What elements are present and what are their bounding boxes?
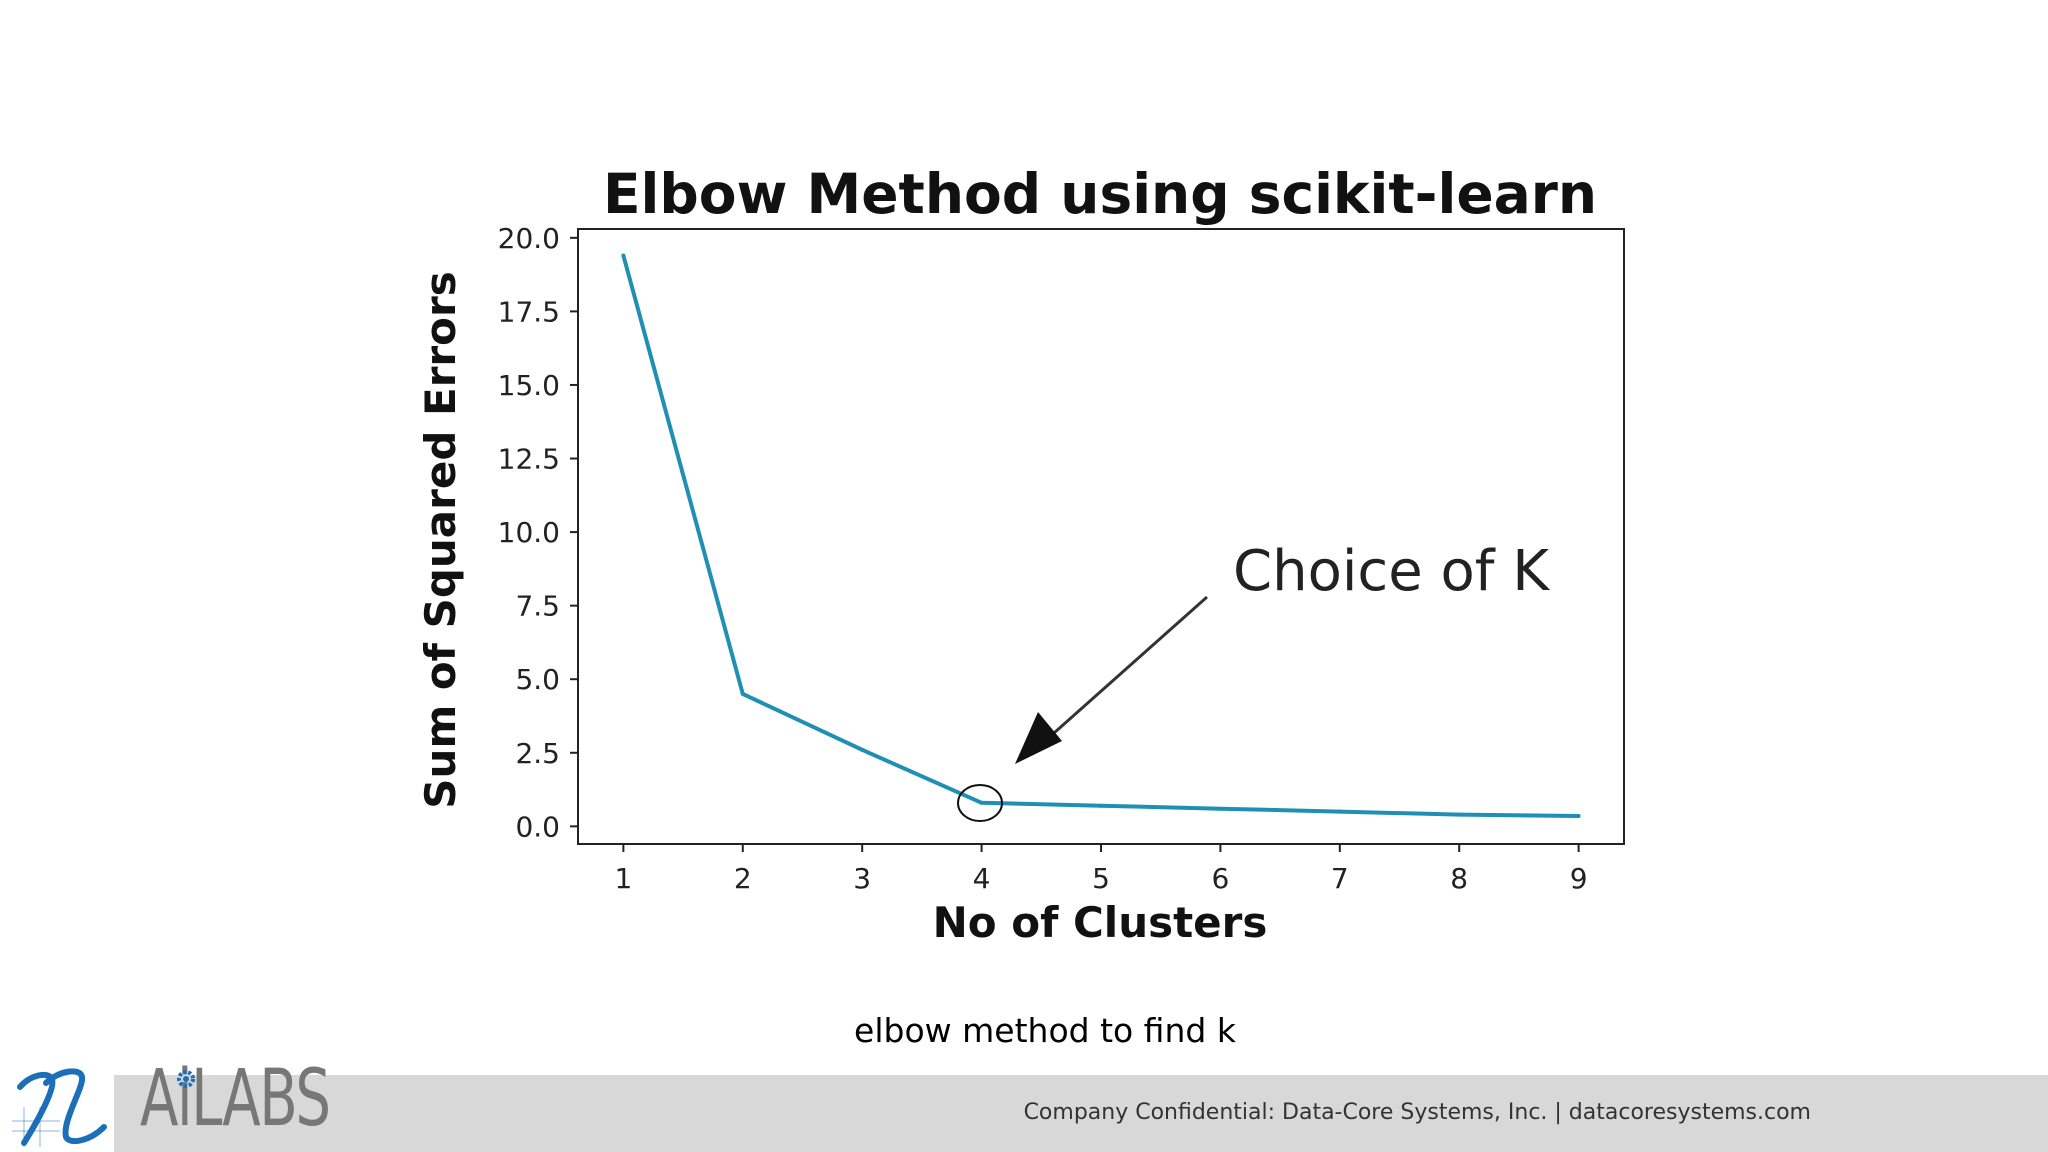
plot-frame	[577, 228, 1625, 845]
data-point	[740, 691, 745, 696]
data-point	[1218, 806, 1223, 811]
annotation-arrow-shaft	[1044, 595, 1208, 743]
x-tick-label: 4	[973, 862, 991, 895]
x-tick-label: 5	[1092, 862, 1110, 895]
x-tick-label: 1	[614, 862, 632, 895]
series-layer	[621, 253, 1581, 819]
y-axis-label: Sum of Squared Errors	[416, 271, 465, 808]
data-point	[621, 253, 626, 258]
annotation-arrowhead	[1015, 712, 1062, 764]
series-line	[621, 254, 1579, 819]
x-tick-label: 7	[1331, 862, 1349, 895]
data-point	[1457, 812, 1462, 817]
x-tick-label: 9	[1570, 862, 1588, 895]
ailabs-brand: AiLABS	[140, 1054, 331, 1144]
datacore-logo	[0, 1057, 114, 1152]
y-tick-label: 5.0	[515, 663, 560, 696]
y-tick-label: 10.0	[498, 516, 560, 549]
slide-caption: elbow method to find k	[854, 1011, 1236, 1050]
footer-bar	[0, 1075, 2048, 1152]
data-point	[1576, 814, 1581, 819]
gear-icon	[177, 1070, 195, 1088]
data-point	[1337, 809, 1342, 814]
annotation-choice-of-k: Choice of K	[1233, 539, 1550, 604]
x-tick-label: 6	[1211, 862, 1229, 895]
data-point	[860, 747, 865, 752]
y-tick-label: 20.0	[498, 222, 560, 255]
y-tick-label: 2.5	[515, 737, 560, 770]
elbow-marker-circle	[957, 784, 1003, 822]
data-point	[1099, 803, 1103, 808]
x-axis: 1 2 3 4 5 6 7 8 9	[614, 844, 1588, 895]
x-tick-label: 3	[853, 862, 871, 895]
x-axis-label: No of Clusters	[933, 898, 1268, 947]
footer-confidential-text: Company Confidential: Data-Core Systems,…	[1023, 1100, 1811, 1125]
y-tick-label: 0.0	[515, 810, 560, 843]
x-tick-label: 2	[734, 862, 752, 895]
y-tick-label: 17.5	[498, 295, 560, 328]
data-point	[979, 800, 984, 805]
chart-title: Elbow Method using scikit-learn	[603, 162, 1597, 226]
y-tick-label: 7.5	[515, 590, 560, 623]
datacore-logo-icon	[12, 1068, 107, 1147]
y-tick-label: 12.5	[498, 443, 560, 476]
y-axis: 0.0 2.5 5.0 7.5 10.0 12.5 15.0 17.5 20.0	[498, 222, 578, 843]
y-tick-label: 15.0	[498, 369, 560, 402]
x-tick-label: 8	[1450, 862, 1468, 895]
